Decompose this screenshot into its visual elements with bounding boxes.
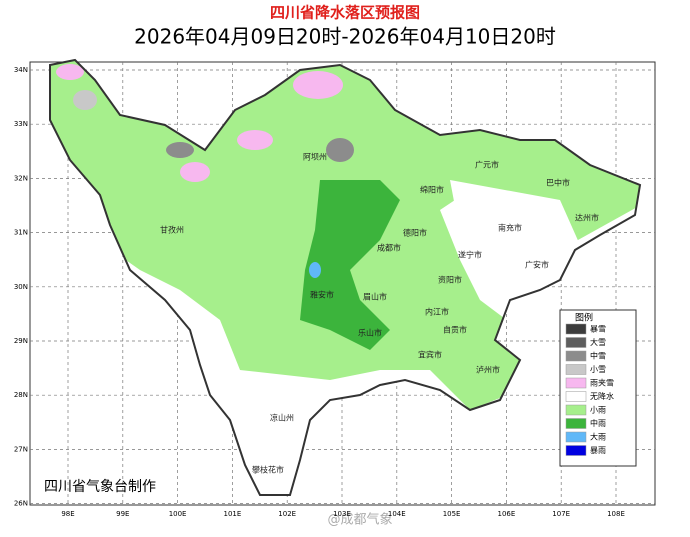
legend-swatch: [565, 431, 587, 443]
lat-label: 28N: [14, 391, 28, 399]
legend-swatch: [565, 350, 587, 362]
city-label: 内江市: [425, 307, 449, 317]
legend-label: 小雪: [590, 365, 606, 374]
legend-label: 中雪: [590, 351, 606, 361]
lat-label: 32N: [14, 174, 28, 182]
dry-area: [450, 180, 580, 290]
city-label: 眉山市: [363, 292, 387, 302]
legend-label: 大雪: [590, 337, 606, 347]
watermark: @成都气象: [327, 512, 392, 528]
legend-label: 暴雨: [590, 446, 606, 455]
lon-label: 104E: [388, 510, 406, 518]
lon-label: 99E: [116, 510, 129, 518]
city-label: 南充市: [498, 223, 522, 233]
sleet-area: [180, 162, 210, 182]
legend-swatch: [565, 364, 587, 375]
legend-swatch: [565, 323, 587, 335]
city-label: 自贡市: [443, 325, 467, 335]
city-label: 遂宁市: [458, 250, 482, 260]
lon-label: 106E: [498, 510, 516, 518]
city-label: 巴中市: [546, 178, 570, 188]
city-label: 达州市: [575, 213, 599, 223]
legend-label: 大雨: [590, 432, 606, 442]
lon-label: 101E: [224, 510, 242, 518]
city-label: 雅安市: [310, 290, 334, 300]
legend-label: 无降水: [590, 391, 614, 401]
snow-area: [166, 142, 194, 158]
city-label: 泸州市: [476, 365, 500, 375]
snow-area: [73, 90, 97, 110]
lat-label: 30N: [14, 283, 28, 291]
legend-swatch: [565, 377, 587, 389]
sleet-area: [293, 71, 343, 99]
city-label: 成都市: [377, 243, 401, 253]
legend-swatch: [565, 404, 587, 416]
lon-label: 107E: [552, 510, 570, 518]
city-label: 德阳市: [403, 228, 427, 238]
city-label: 乐山市: [358, 328, 382, 338]
sleet-area: [237, 130, 273, 150]
heavy-rain-area: [309, 262, 321, 278]
map-subtitle: 2026年04月09日20时-2026年04月10日20时: [134, 25, 556, 49]
city-label: 广安市: [525, 260, 549, 270]
legend-swatch: [565, 391, 587, 402]
lon-label: 100E: [169, 510, 187, 518]
city-label: 宜宾市: [418, 350, 442, 360]
map-title: 四川省降水落区预报图: [270, 4, 420, 22]
sleet-area: [56, 64, 84, 80]
city-label: 资阳市: [438, 275, 462, 285]
moderate-rain-area: [300, 180, 400, 350]
lon-label: 105E: [443, 510, 461, 518]
lon-label: 98E: [61, 510, 74, 518]
legend-label: 暴雪: [590, 325, 606, 334]
lon-label: 103E: [333, 510, 351, 518]
snow-area: [326, 138, 354, 162]
legend-swatch: [565, 418, 587, 429]
lat-label: 29N: [14, 337, 28, 345]
lat-label: 31N: [14, 229, 28, 237]
legend-swatch: [565, 337, 587, 348]
legend-title: 图例: [575, 312, 593, 324]
lat-label: 34N: [14, 66, 28, 74]
lat-label: 26N: [14, 500, 28, 508]
city-label: 甘孜州: [160, 225, 184, 235]
lat-label: 33N: [14, 120, 28, 128]
legend-label: 小雨: [590, 406, 606, 415]
lon-label: 108E: [607, 510, 625, 518]
city-label: 阿坝州: [303, 153, 327, 162]
lat-label: 27N: [14, 445, 28, 453]
legend-label: 中雨: [590, 418, 606, 428]
precip-areas: [50, 60, 640, 410]
legend-label: 雨夹雪: [590, 378, 614, 388]
city-label: 凉山州: [270, 413, 294, 423]
city-label: 攀枝花市: [252, 465, 284, 475]
legend-swatch: [565, 445, 587, 456]
city-label: 广元市: [475, 160, 499, 170]
credit: 四川省气象台制作: [44, 479, 156, 495]
lon-label: 102E: [278, 510, 296, 518]
city-label: 绵阳市: [420, 185, 444, 195]
